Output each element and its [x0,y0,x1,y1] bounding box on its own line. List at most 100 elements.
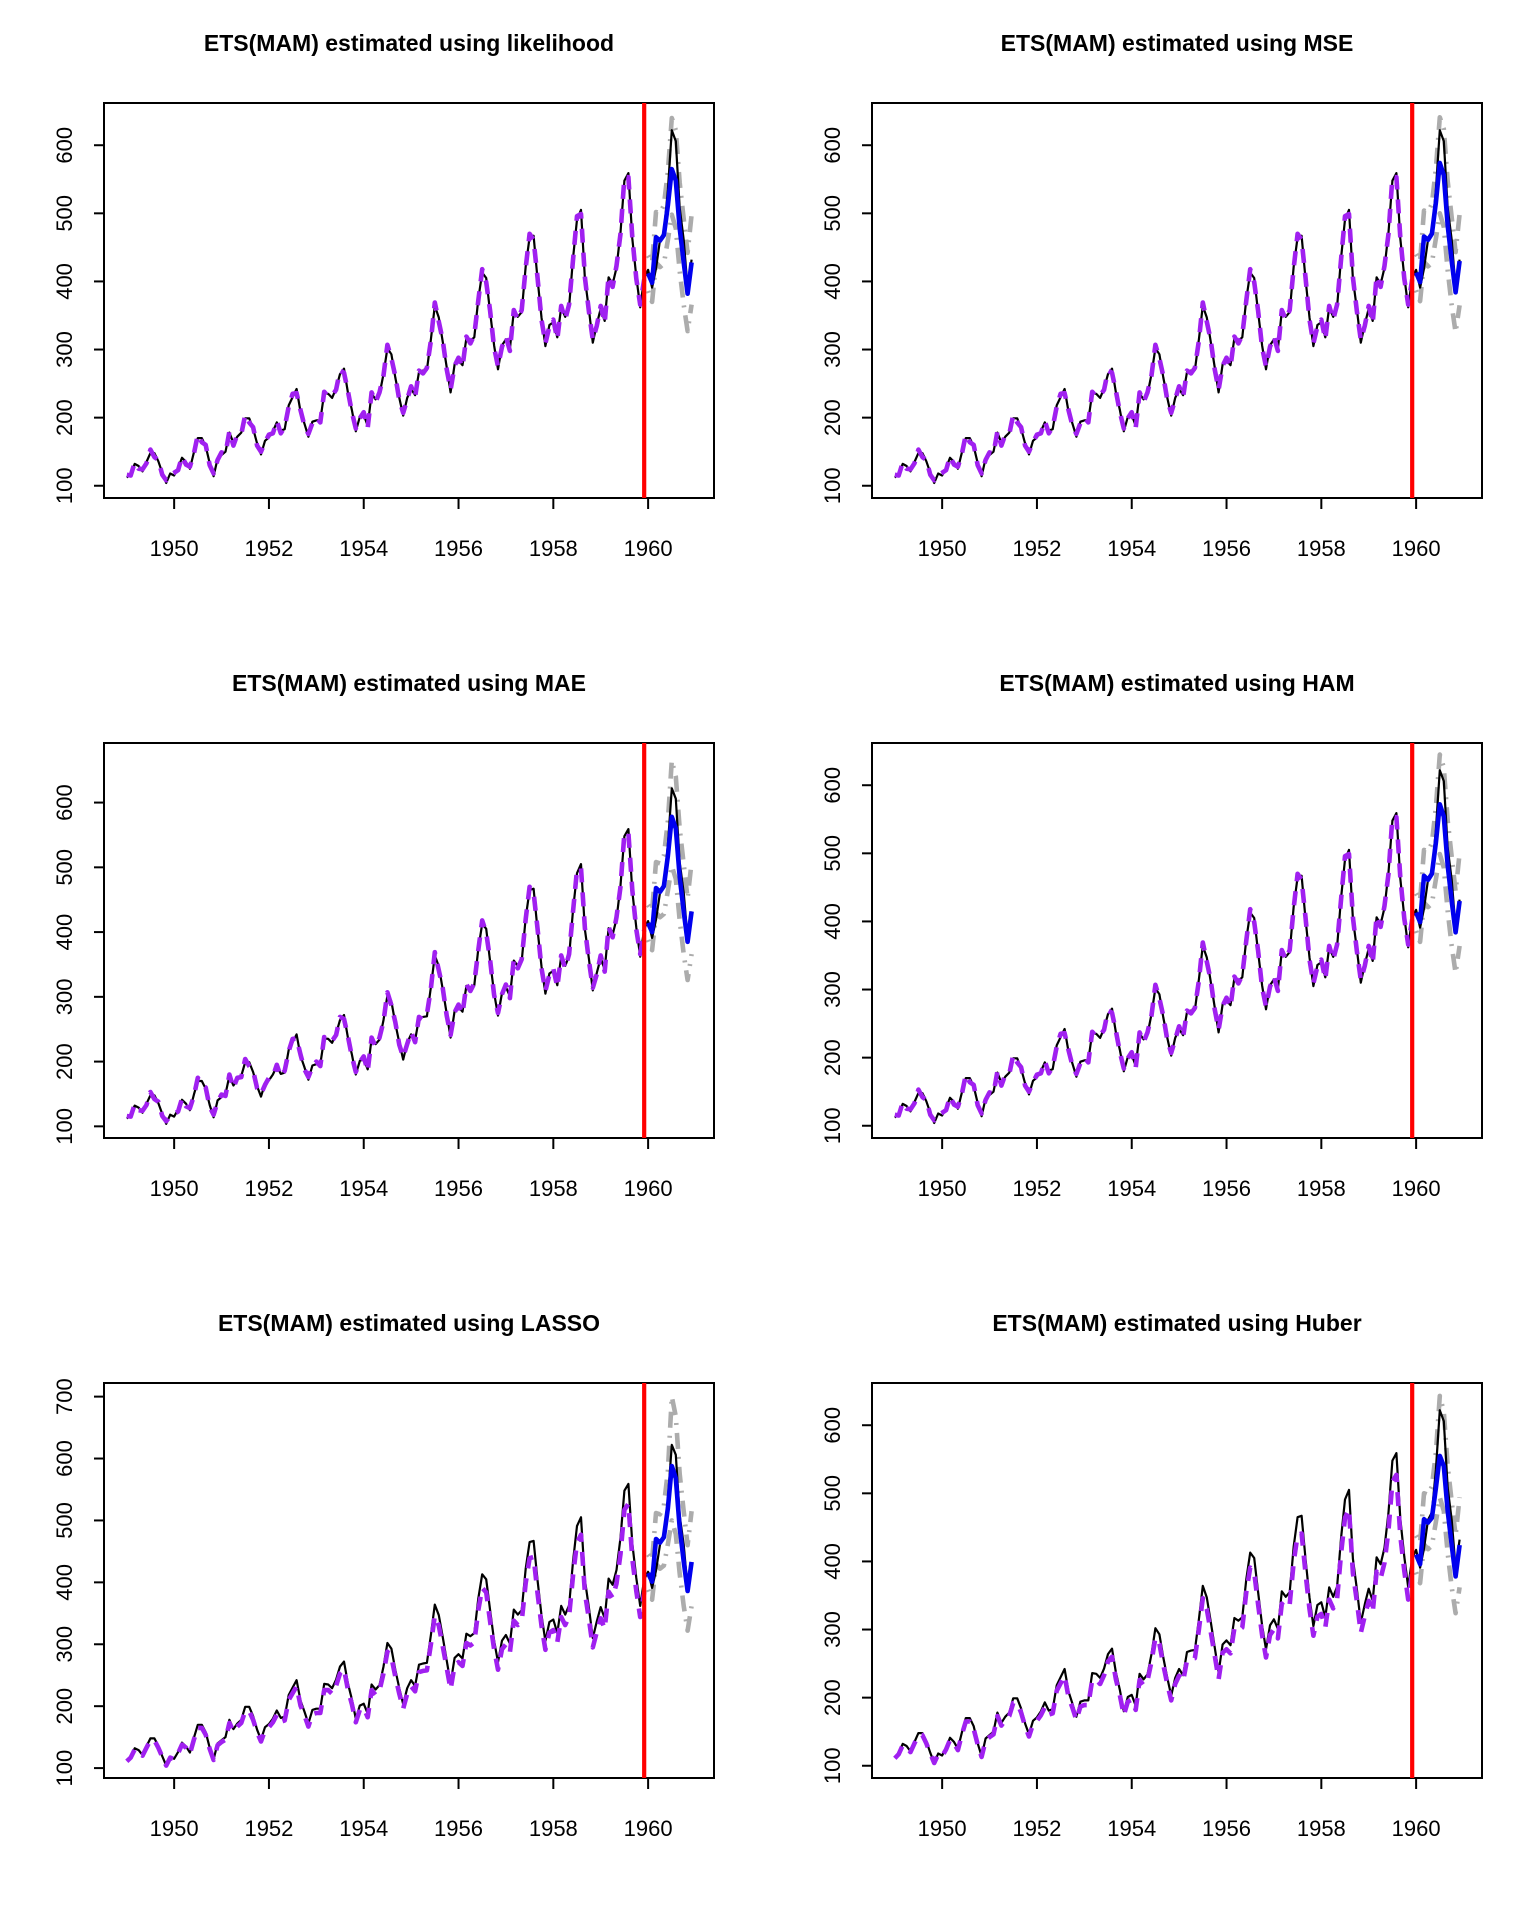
x-tick-label: 1956 [434,1816,483,1841]
chart-huber-plot: 1950 1952 1954 1956 1958 1960 100 200 300 400 500 6… [820,1382,1483,1841]
y-tick-label: 300 [820,1611,845,1648]
y-tick-label: 300 [820,331,845,368]
y-tick-label: 400 [820,903,845,940]
y-tick-label: 500 [52,1502,77,1539]
forecast-line [1413,1453,1462,1579]
forecast-line [1413,802,1462,935]
y-tick-label: 400 [52,914,77,951]
x-tick-label: 1950 [150,1816,199,1841]
y-axis: 100 200 300 400 500 600 [52,127,103,504]
chart-title: ETS(MAM) estimated using MAE [232,670,586,696]
x-axis: 1950 1952 1954 1956 1958 1960 [150,499,673,561]
x-tick-label: 1954 [1107,1816,1156,1841]
x-tick-label: 1956 [434,1176,483,1201]
forecast-line [645,166,694,296]
x-tick-label: 1958 [1297,1816,1346,1841]
x-tick-label: 1950 [918,1816,967,1841]
y-tick-label: 200 [820,1679,845,1716]
x-tick-label: 1954 [339,1816,388,1841]
actual-line [894,1409,1461,1765]
x-tick-label: 1958 [529,1816,578,1841]
y-tick-label: 500 [820,835,845,872]
chart-ham-plot: 1950 1952 1954 1956 1958 1960 100 200 300 400 500 6… [820,742,1483,1201]
axes: 1950 1952 1954 1956 1958 1960 100 200 300 400 500 6… [820,742,1483,1201]
y-tick-label: 200 [820,1039,845,1076]
y-tick-label: 100 [52,1108,77,1145]
x-tick-label: 1952 [244,1816,293,1841]
interval-upper-line [646,758,694,913]
interval-upper-line [646,1394,694,1563]
axes: 1950 1952 1954 1956 1958 1960 100 200 300 400 500 6… [820,1382,1483,1841]
y-tick-label: 200 [52,1043,77,1080]
chart-mse-plot: 1950 1952 1954 1956 1958 1960 100 200 300 400 500 6… [820,102,1483,561]
x-tick-label: 1952 [1012,1176,1061,1201]
axes: 1950 1952 1954 1956 1958 1960 100 200 300 400 500 6… [52,1378,715,1841]
y-tick-label: 300 [52,978,77,1015]
chart-panel-huber: 1950 1952 1954 1956 1958 1960 100 200 300 400 500 6… [768,1280,1536,1920]
x-tick-label: 1956 [1202,1176,1251,1201]
x-axis: 1950 1952 1954 1956 1958 1960 [918,499,1441,561]
x-tick-label: 1960 [1392,1176,1441,1201]
y-tick-label: 400 [52,263,77,300]
x-tick-label: 1950 [918,1176,967,1201]
interval-lower-line [645,1518,694,1633]
forecast-line [1413,160,1462,295]
x-tick-label: 1954 [339,1176,388,1201]
x-tick-label: 1956 [1202,536,1251,561]
actual-line [126,1443,693,1767]
y-tick-label: 500 [52,195,77,232]
y-tick-label: 400 [820,263,845,300]
plot-box [871,102,1483,499]
x-tick-label: 1958 [529,1176,578,1201]
interval-upper-line [1414,752,1462,903]
plot-box [103,742,715,1139]
x-tick-label: 1956 [1202,1816,1251,1841]
interval-upper-line [1414,1393,1462,1545]
x-tick-label: 1952 [1012,1816,1061,1841]
y-tick-label: 600 [820,767,845,804]
y-tick-label: 500 [820,195,845,232]
y-tick-label: 300 [820,971,845,1008]
y-tick-label: 100 [52,1750,77,1787]
y-tick-label: 500 [820,1475,845,1512]
y-tick-label: 300 [52,1626,77,1663]
x-tick-label: 1956 [434,536,483,561]
interval-upper-line [646,115,694,265]
fitted-line [894,814,1415,1123]
chart-panel-likelihood: 1950 1952 1954 1956 1958 1960 100 200 300 400 500 6… [0,0,768,640]
x-tick-label: 1960 [1392,1816,1441,1841]
x-tick-label: 1954 [1107,536,1156,561]
fitted-line [126,174,647,483]
y-tick-label: 100 [820,467,845,504]
x-tick-label: 1952 [1012,536,1061,561]
chart-mae-plot: 1950 1952 1954 1956 1958 1960 100 200 300 400 500 6… [52,742,715,1201]
y-tick-label: 200 [820,399,845,436]
axes: 1950 1952 1954 1956 1958 1960 100 200 300 400 500 6… [52,102,715,561]
y-tick-label: 600 [820,1407,845,1444]
y-tick-label: 400 [52,1564,77,1601]
y-axis: 100 200 300 400 500 600 700 [52,1378,103,1786]
x-axis: 1950 1952 1954 1956 1958 1960 [150,1779,673,1841]
x-tick-label: 1960 [624,1816,673,1841]
forecast-line [645,814,694,945]
x-tick-label: 1958 [1297,536,1346,561]
y-tick-label: 600 [52,784,77,821]
chart-panel-mse: 1950 1952 1954 1956 1958 1960 100 200 300 400 500 6… [768,0,1536,640]
x-axis: 1950 1952 1954 1956 1958 1960 [918,1779,1441,1841]
chart-title: ETS(MAM) estimated using HAM [999,670,1355,696]
x-tick-label: 1960 [624,536,673,561]
forecast-line [646,1463,694,1594]
y-tick-label: 100 [820,1107,845,1144]
plot-box [871,742,1483,1139]
interval-upper-line [1414,115,1462,264]
y-tick-label: 200 [52,1688,77,1725]
plot-box [871,1382,1483,1779]
x-tick-label: 1952 [244,1176,293,1201]
chart-panel-mae: 1950 1952 1954 1956 1958 1960 100 200 300 400 500 6… [0,640,768,1280]
x-tick-label: 1950 [150,536,199,561]
fitted-line [894,174,1415,483]
y-tick-label: 300 [52,331,77,368]
fitted-line [893,1472,1415,1766]
x-tick-label: 1960 [1392,536,1441,561]
chart-likelihood-plot: 1950 1952 1954 1956 1958 1960 100 200 300 400 500 6… [52,102,715,561]
